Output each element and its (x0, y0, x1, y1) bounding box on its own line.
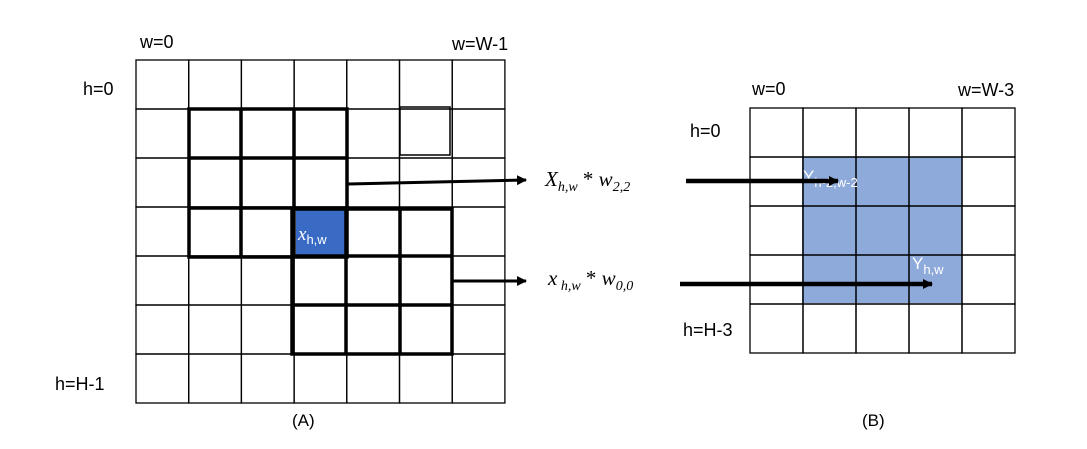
input-grid-cell (398, 353, 453, 404)
input-grid-cell (188, 353, 243, 404)
input-grid-cell (398, 108, 453, 159)
input-grid-cell (293, 157, 348, 208)
input-grid-cell (135, 108, 190, 159)
input-grid-cell (240, 255, 295, 306)
input-grid-cell (451, 108, 506, 159)
panel-a-w-first-label: w=0 (139, 32, 174, 52)
input-grid-cell (240, 157, 295, 208)
panel-a-caption: (A) (292, 411, 315, 430)
input-grid-cell (293, 353, 348, 404)
input-grid-cell (346, 206, 401, 257)
input-grid-cell (240, 304, 295, 355)
output-grid-cell (802, 303, 857, 354)
input-grid-cell (240, 353, 295, 404)
output-cell-bottom-label: Yh,w (912, 254, 944, 277)
input-grid-cell (293, 59, 348, 110)
offset-cell (399, 106, 451, 156)
output-grid-cell (855, 107, 910, 158)
panel-a-w-last-label: w=W-1 (451, 34, 508, 54)
input-grid-cell (451, 304, 506, 355)
input-grid-cell (240, 59, 295, 110)
output-grid-cell (961, 107, 1016, 158)
input-grid-cell (135, 59, 190, 110)
output-grid-cell (961, 303, 1016, 354)
output-grid-cell (749, 303, 804, 354)
input-grid-cell (451, 206, 506, 257)
input-grid-cell (346, 108, 401, 159)
input-grid-cell (346, 255, 401, 306)
input-grid-cell (398, 59, 453, 110)
panel-a-h-last-label: h=H-1 (55, 374, 105, 394)
input-grid-cell (135, 157, 190, 208)
input-grid-cell (451, 59, 506, 110)
output-grid-cell (961, 156, 1016, 207)
kernel-window-top-left (187, 107, 349, 259)
arrows-b (680, 176, 933, 289)
input-grid-cell (135, 255, 190, 306)
input-grid-cell (188, 157, 243, 208)
input-grid-cell (346, 304, 401, 355)
input-grid-cell (240, 108, 295, 159)
center-cell-highlight (296, 210, 345, 258)
input-grid-cell (135, 353, 190, 404)
output-grid-cell (749, 254, 804, 305)
output-grid-cell (961, 254, 1016, 305)
input-grid-cell (188, 255, 243, 306)
arrows-a (347, 175, 527, 286)
output-grid-cell (802, 107, 857, 158)
kernel-window-top-left-inner (189, 109, 347, 257)
input-grid-cell (398, 304, 453, 355)
panel-b-h-last-label: h=H-3 (683, 320, 733, 340)
arrow-top-a (347, 175, 527, 186)
output-grid-cell (961, 205, 1016, 256)
panel-b-caption: (B) (862, 411, 885, 430)
panel-b: w=0 w=W-3 h=0 h=H-3 (B) Yh-2,w-2 Yh,w (683, 79, 1016, 430)
input-grid-cell (293, 255, 348, 306)
input-grid-cell (188, 108, 243, 159)
panel-a-h-first-label: h=0 (83, 79, 114, 99)
input-grid-cell (398, 255, 453, 306)
equation-top: Xh,w * w2,2 (544, 167, 630, 195)
input-grid-cell (188, 304, 243, 355)
output-grid-cell (908, 303, 963, 354)
input-grid-cell (188, 206, 243, 257)
center-cell-label: xh,w (297, 224, 327, 247)
input-grid-cell (188, 59, 243, 110)
output-grid-cell (749, 205, 804, 256)
input-grid-cell (346, 353, 401, 404)
kernel-window-bottom-right-inner (292, 209, 452, 354)
input-grid-cell (451, 353, 506, 404)
output-grid-cell (908, 107, 963, 158)
input-grid-cell (135, 206, 190, 257)
input-grid-cell (240, 206, 295, 257)
panel-b-w-last-label: w=W-3 (957, 80, 1014, 100)
equation-bottom: x h,w * w0,0 (547, 266, 633, 294)
output-grid-cell (855, 303, 910, 354)
input-grid-cell (346, 59, 401, 110)
panel-a: xh,w w=0 w=W-1 h=0 h=H-1 (A) (55, 32, 508, 430)
input-grid-cell (135, 304, 190, 355)
input-grid-cell (398, 206, 453, 257)
output-grid-cell (749, 107, 804, 158)
input-grid-cell (293, 108, 348, 159)
panel-b-h-first-label: h=0 (690, 121, 721, 141)
input-grid-cell (293, 304, 348, 355)
panel-b-w-first-label: w=0 (751, 79, 786, 99)
